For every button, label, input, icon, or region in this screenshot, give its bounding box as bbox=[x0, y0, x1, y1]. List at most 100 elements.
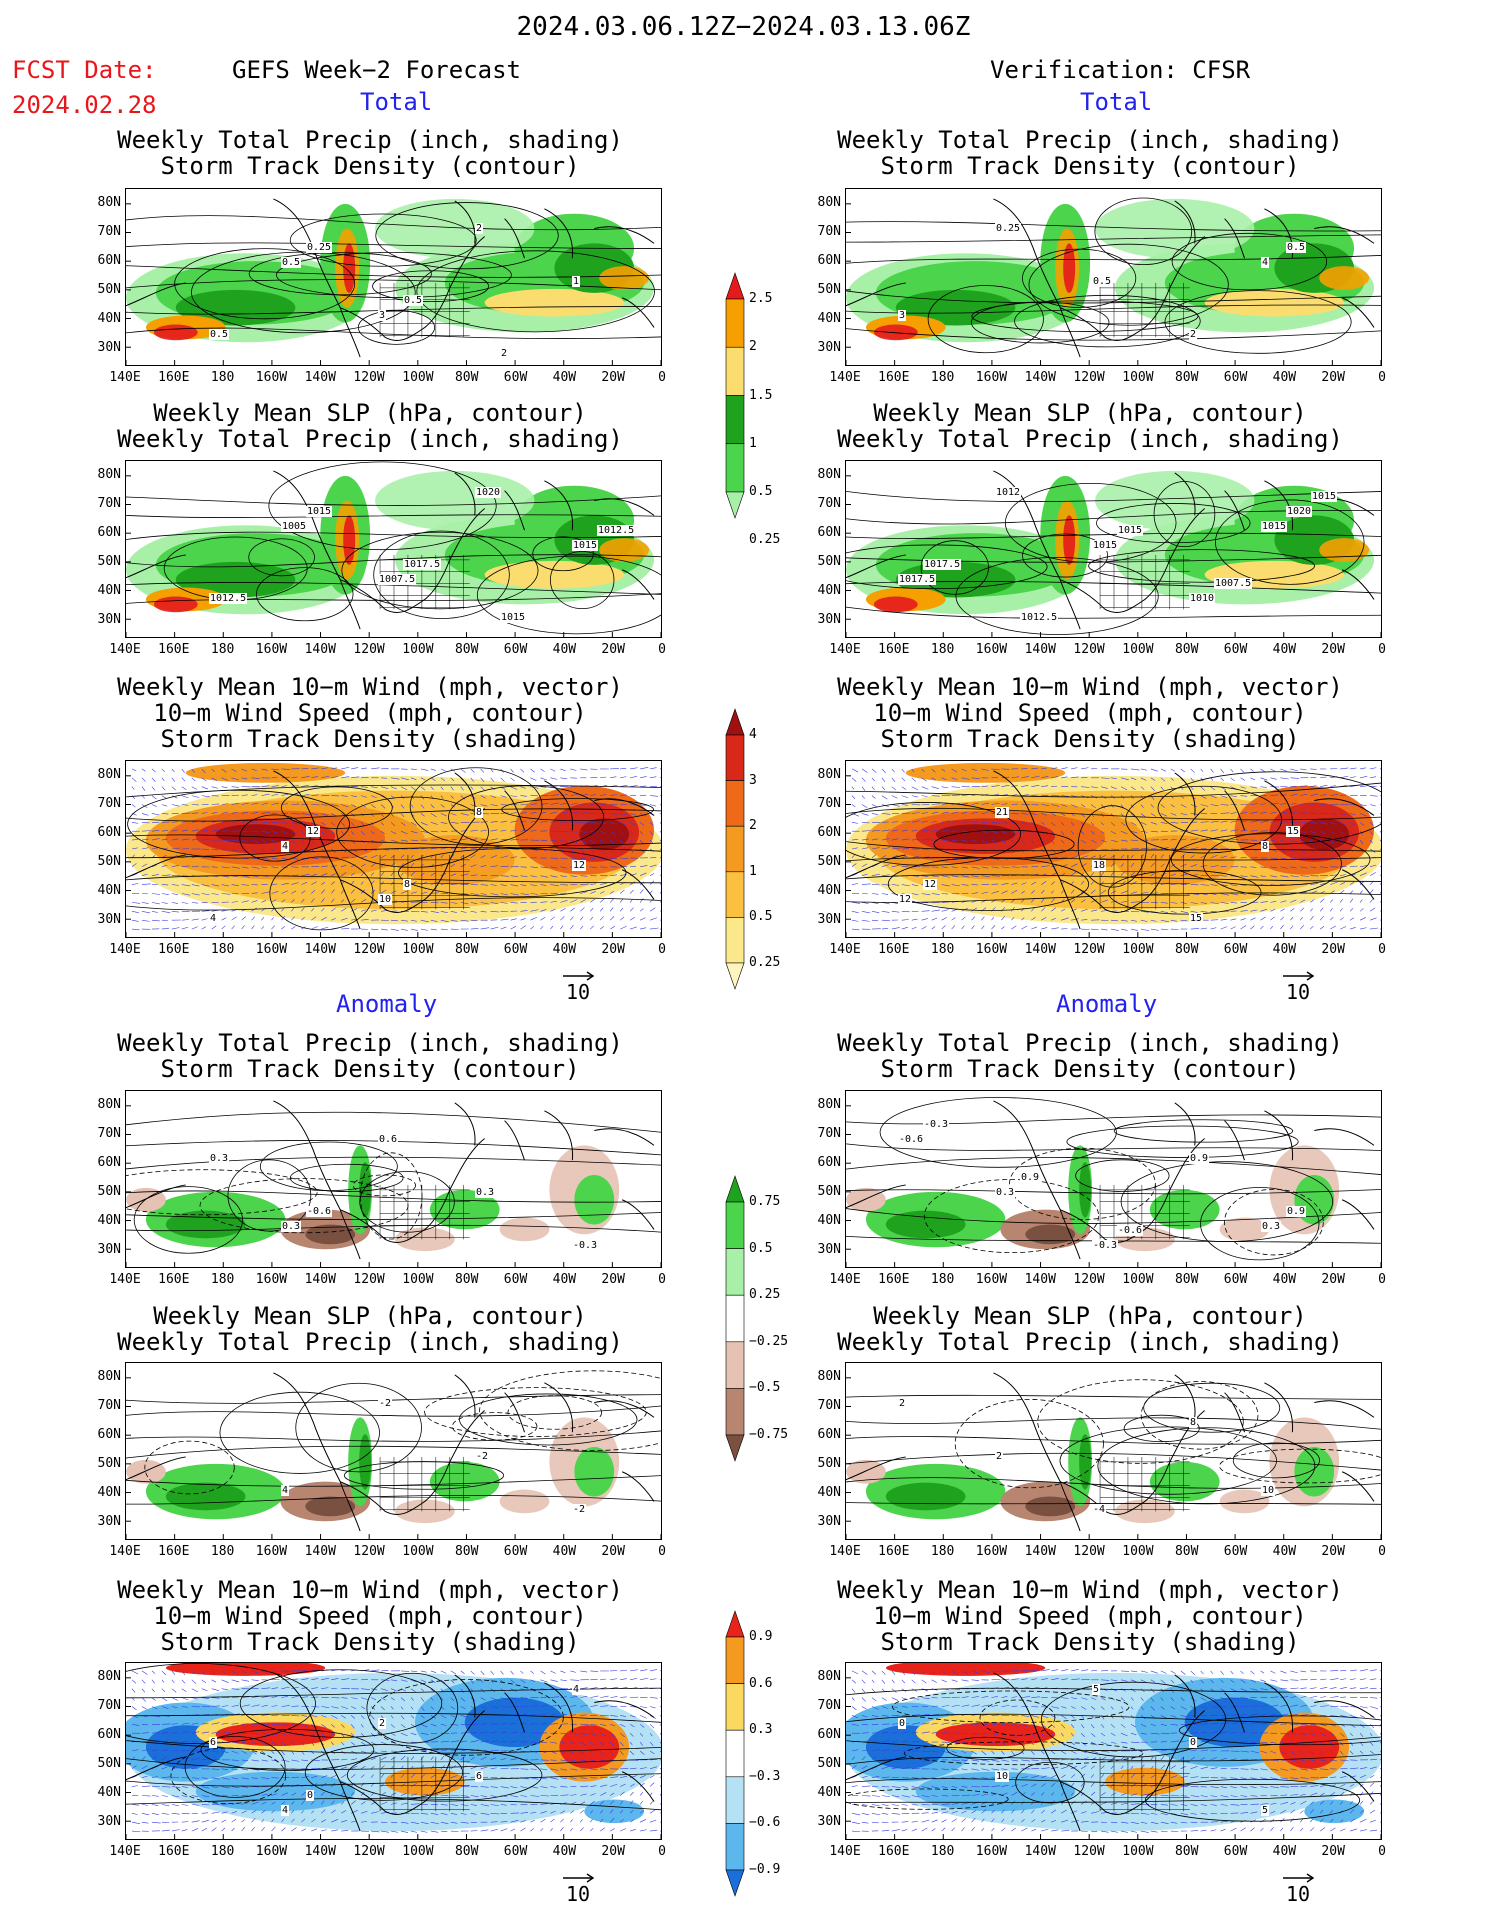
lat-tick-label: 50N bbox=[817, 1756, 841, 1771]
contour-label: 1020 bbox=[475, 487, 502, 498]
lon-tick-label: 120W bbox=[353, 370, 385, 385]
colorbar-tick-label: −0.9 bbox=[749, 1862, 781, 1877]
lon-tick-label: 140W bbox=[304, 1544, 336, 1559]
lon-tick-label: 80W bbox=[454, 1272, 479, 1287]
lat-tick-label: 70N bbox=[97, 496, 121, 511]
map-panel-f-anom-slp: 4 -2 -2 -2 bbox=[125, 1362, 662, 1540]
lon-tick-label: 160W bbox=[255, 942, 288, 957]
contour-label: 2 bbox=[475, 223, 484, 234]
lon-tick-label: 180 bbox=[210, 942, 235, 957]
contour-label: 8 bbox=[403, 879, 412, 890]
map-panel-v-anom-slp: 10 2 2 -4 8 bbox=[845, 1362, 1382, 1540]
lon-tick-label: 60W bbox=[503, 642, 528, 657]
contour-label: 4 bbox=[1261, 257, 1270, 268]
lon-tick-label: 100W bbox=[402, 1272, 434, 1287]
lon-tick-label: 40W bbox=[1272, 370, 1297, 385]
lon-tick-label: 120W bbox=[1073, 1544, 1105, 1559]
lon-tick-label: 100W bbox=[1122, 1544, 1154, 1559]
lat-tick-label: 50N bbox=[97, 282, 121, 297]
title-f-total-wind: Weekly Mean 10−m Wind (mph, vector) 10−m … bbox=[117, 673, 623, 753]
lon-tick-label: 160W bbox=[255, 642, 288, 657]
lat-tick-label: 40N bbox=[97, 311, 121, 326]
lon-tick-label: 120W bbox=[353, 642, 385, 657]
lon-tick-label: 160E bbox=[878, 942, 910, 957]
lon-tick-label: 140W bbox=[1024, 1844, 1056, 1859]
lon-tick-label: 120W bbox=[1073, 942, 1105, 957]
contour-label: 0.25 bbox=[306, 242, 333, 253]
contour-label: 12 bbox=[923, 879, 938, 890]
lon-tick-label: 140E bbox=[109, 1844, 141, 1859]
contour-label: 2 bbox=[898, 1398, 907, 1409]
colorbar-tick-label: 4 bbox=[749, 727, 757, 742]
contour-label: 0.3 bbox=[475, 1187, 496, 1198]
colorbar-tick-label: 0.3 bbox=[749, 1722, 773, 1738]
vector-arrow-icon bbox=[563, 1873, 595, 1883]
lon-tick-label: 100W bbox=[1122, 370, 1154, 385]
contour-label: 1017.5 bbox=[923, 559, 962, 570]
lat-tick-label: 60N bbox=[817, 253, 841, 268]
contour-label: 4 bbox=[281, 1805, 290, 1816]
lat-tick-label: 80N bbox=[97, 467, 121, 482]
map-panel-f-anom-wind: 4 2 6 4 6 0 bbox=[125, 1662, 662, 1840]
contour-label: 1012.5 bbox=[597, 525, 636, 536]
contour-label: 0.25 bbox=[995, 223, 1022, 234]
lon-tick-label: 140E bbox=[109, 942, 141, 957]
lon-tick-label: 140E bbox=[829, 942, 861, 957]
title-f-anom-wind: Weekly Mean 10−m Wind (mph, vector) 10−m … bbox=[117, 1576, 623, 1656]
contour-label: -0.6 bbox=[306, 1206, 333, 1217]
lon-tick-label: 20W bbox=[601, 1272, 625, 1287]
vector-arrow-icon bbox=[563, 971, 595, 981]
lon-tick-label: 160E bbox=[878, 1544, 910, 1559]
lon-tick-label: 100W bbox=[1122, 1844, 1154, 1859]
lat-tick-label: 40N bbox=[817, 1785, 841, 1800]
colorbar-tick-label: 0.5 bbox=[749, 909, 773, 925]
lat-tick-label: 60N bbox=[817, 825, 841, 840]
contour-label: 1015 bbox=[1261, 521, 1288, 532]
lat-tick-label: 80N bbox=[97, 767, 121, 782]
lon-tick-label: 20W bbox=[601, 942, 625, 957]
contour-label: 1005 bbox=[281, 521, 308, 532]
lon-tick-label: 0 bbox=[658, 642, 666, 657]
title-v-anom-slp: Weekly Mean SLP (hPa, contour) Weekly Tot… bbox=[837, 1302, 1343, 1356]
lat-tick-label: 60N bbox=[97, 1155, 121, 1170]
colorbar-precip_anomaly bbox=[725, 1175, 745, 1462]
lon-tick-label: 0 bbox=[1378, 370, 1386, 385]
lat-tick-label: 70N bbox=[97, 1126, 121, 1141]
lon-tick-label: 20W bbox=[1321, 942, 1345, 957]
lat-tick-label: 80N bbox=[817, 195, 841, 210]
contour-label: 10 bbox=[995, 1771, 1010, 1782]
lat-tick-label: 70N bbox=[817, 1126, 841, 1141]
lon-tick-label: 140W bbox=[1024, 642, 1056, 657]
left-column-title: GEFS Week−2 Forecast bbox=[232, 56, 521, 84]
map-panel-v-total-wind: 8 12 21 18 15 15 12 bbox=[845, 760, 1382, 938]
lon-tick-label: 140E bbox=[109, 642, 141, 657]
lon-tick-label: 180 bbox=[930, 370, 955, 385]
lon-tick-label: 0 bbox=[1378, 642, 1386, 657]
lon-tick-label: 140W bbox=[304, 642, 336, 657]
map-panel-f-total-precip: 0.5 3 2 1 0.5 0.25 0.5 2 bbox=[125, 188, 662, 366]
contour-label: 4 bbox=[572, 1684, 581, 1695]
contour-label: 2 bbox=[378, 1718, 387, 1729]
lat-tick-label: 60N bbox=[817, 1155, 841, 1170]
lat-tick-label: 30N bbox=[817, 340, 841, 355]
lon-tick-label: 160W bbox=[975, 942, 1008, 957]
lon-tick-label: 20W bbox=[1321, 370, 1345, 385]
contour-label: 21 bbox=[995, 807, 1010, 818]
lat-tick-label: 60N bbox=[97, 253, 121, 268]
colorbar-tick-label: 0.9 bbox=[749, 1629, 773, 1644]
lon-tick-label: 60W bbox=[503, 1844, 528, 1859]
contour-label: 1015 bbox=[1117, 525, 1144, 536]
contour-label: 0.5 bbox=[1092, 276, 1113, 287]
lon-tick-label: 160E bbox=[158, 942, 190, 957]
colorbar-tick-label: 1 bbox=[749, 863, 757, 879]
contour-label: 1015 bbox=[1092, 540, 1119, 551]
left-anomaly-label: Anomaly bbox=[336, 990, 438, 1018]
lon-tick-label: 80W bbox=[454, 370, 479, 385]
lat-tick-label: 30N bbox=[817, 1814, 841, 1829]
colorbar-storm_anomaly bbox=[725, 1610, 745, 1897]
lon-tick-label: 20W bbox=[601, 1844, 625, 1859]
contour-label: -0.3 bbox=[923, 1119, 950, 1130]
colorbar-tick-label: −0.6 bbox=[749, 1815, 781, 1831]
lat-tick-label: 70N bbox=[817, 1698, 841, 1713]
lon-tick-label: 40W bbox=[1272, 642, 1297, 657]
